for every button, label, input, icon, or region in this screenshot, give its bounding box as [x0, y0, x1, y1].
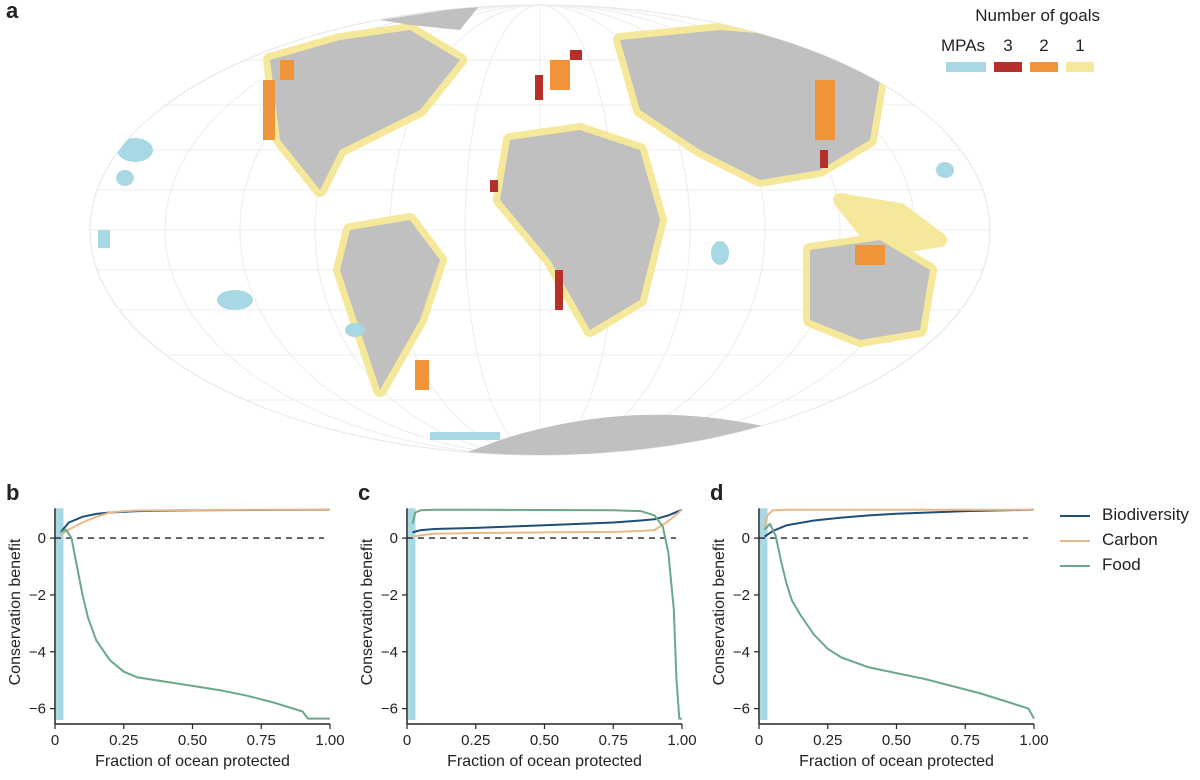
x-tick-label-c: 0 — [403, 732, 411, 749]
mpa-zones — [98, 138, 954, 440]
panel-label-c: c — [358, 480, 371, 505]
y-tick-label-b: −2 — [29, 587, 46, 604]
series-line-biodiversity-b — [59, 508, 331, 534]
series-line-food-d — [763, 522, 1035, 720]
series-line-food-c — [411, 508, 682, 720]
y-tick-label-c: 0 — [390, 530, 398, 547]
line-legend-swatch-biodiversity — [1060, 515, 1090, 517]
chart-panel-b: −6 −4 −2 0 0 0.25 0.50 0.75 1.00 Fraction of ocea… — [7, 508, 345, 770]
x-tick-label-d: 0.25 — [813, 732, 842, 749]
y-tick-label-c: −4 — [381, 644, 398, 661]
y-tick-label-c: −6 — [381, 701, 398, 718]
map-legend-title: Number of goals — [975, 6, 1100, 25]
line-legend-swatch-food — [1060, 565, 1090, 567]
world-map — [80, 0, 1000, 460]
series-line-carbon-c — [412, 508, 683, 538]
panel-label-d: d — [710, 480, 724, 505]
x-tick-label-d: 0 — [755, 732, 763, 749]
chart-panel-c: −6 −4 −2 0 0 0.25 0.50 0.75 1.00 Fraction of ocea… — [359, 508, 697, 770]
legend-swatch-1 — [1066, 62, 1094, 72]
coastal-goal-zones — [98, 5, 954, 455]
world-map-svg — [89, 4, 991, 456]
legend-swatch-2 — [1030, 62, 1058, 72]
x-axis-label-b: Fraction of ocean protected — [95, 753, 290, 770]
x-tick-label-b: 1.00 — [315, 732, 344, 749]
mpa-bar-b — [56, 508, 64, 720]
legend-swatch-mpas — [946, 62, 986, 72]
x-tick-label-b: 0.50 — [178, 732, 207, 749]
line-legend: Biodiversity Carbon Food — [1060, 505, 1200, 585]
mpa-bar-d — [760, 508, 768, 720]
legend-label-1: 1 — [1075, 36, 1085, 55]
x-tick-label-d: 0.75 — [951, 732, 980, 749]
x-tick-label-d: 1.00 — [1019, 732, 1048, 749]
y-tick-label-d: −6 — [733, 701, 750, 718]
line-legend-label-food: Food — [1102, 555, 1141, 574]
series-line-biodiversity-c — [412, 508, 683, 534]
y-tick-label-b: 0 — [38, 530, 46, 547]
y-tick-label-c: −2 — [381, 587, 398, 604]
legend-label-2: 2 — [1039, 36, 1049, 55]
series-line-carbon-b — [59, 508, 330, 537]
two-goal-zones — [263, 60, 885, 390]
line-legend-label-carbon: Carbon — [1102, 530, 1158, 549]
chart-panel-d: −6 −4 −2 0 0 0.25 0.50 0.75 1.00 Fraction of ocea… — [711, 508, 1049, 770]
series-line-biodiversity-d — [763, 508, 1035, 538]
y-axis-label-d: Conservation benefit — [711, 538, 728, 685]
x-tick-label-c: 0.75 — [599, 732, 628, 749]
line-legend-label-biodiversity: Biodiversity — [1102, 505, 1189, 524]
x-tick-label-d: 0.50 — [882, 732, 911, 749]
legend-label-mpas: MPAs — [940, 36, 986, 55]
panel-label-b: b — [6, 480, 20, 505]
three-goal-zones — [490, 50, 828, 310]
legend-swatch-3 — [994, 62, 1022, 72]
y-axis-label-c: Conservation benefit — [359, 538, 376, 685]
y-tick-label-b: −4 — [29, 644, 46, 661]
x-tick-label-c: 0.50 — [530, 732, 559, 749]
y-tick-label-d: −4 — [733, 644, 750, 661]
x-tick-label-b: 0 — [51, 732, 59, 749]
x-tick-label-c: 0.25 — [461, 732, 490, 749]
mpa-bar-c — [408, 508, 416, 720]
land-masses — [270, 5, 930, 455]
y-tick-label-d: 0 — [742, 530, 750, 547]
x-axis-label-c: Fraction of ocean protected — [447, 753, 642, 770]
y-tick-label-b: −6 — [29, 701, 46, 718]
panel-label-a: a — [6, 0, 19, 23]
x-tick-label-b: 0.75 — [247, 732, 276, 749]
y-tick-label-d: −2 — [733, 587, 750, 604]
y-axis-label-b: Conservation benefit — [7, 538, 24, 685]
x-tick-label-b: 0.25 — [109, 732, 138, 749]
line-legend-swatch-carbon — [1060, 540, 1090, 542]
x-axis-label-d: Fraction of ocean protected — [799, 753, 994, 770]
series-line-carbon-d — [763, 508, 1034, 530]
x-tick-label-c: 1.00 — [667, 732, 696, 749]
series-line-food-b — [60, 528, 330, 720]
legend-label-3: 3 — [1003, 36, 1013, 55]
map-legend: Number of goals MPAs 3 2 1 — [930, 6, 1100, 76]
